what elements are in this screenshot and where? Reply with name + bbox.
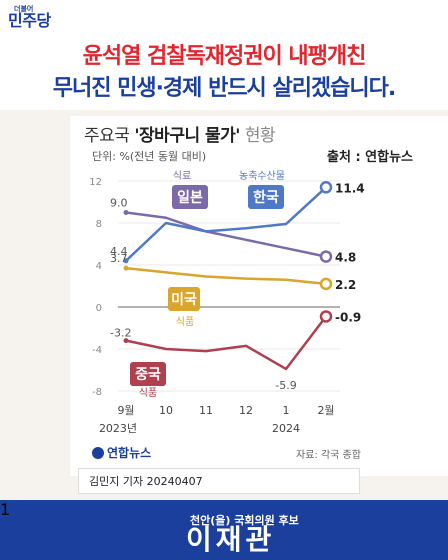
year-label: 2024 [272,422,300,435]
x-tick-label: 12 [239,404,253,417]
data-label: 4.4 [110,245,128,258]
legend-series-name: 일본 [177,190,203,206]
headline-line-1: 윤석열 검찰독재정권이 내팽개친 [82,44,367,69]
data-point [319,277,333,291]
y-tick-label: -4 [92,345,102,356]
data-label: 9.0 [110,197,128,210]
chart-title-prefix: 주요국 [84,126,135,146]
data-label: 4.8 [335,251,356,265]
candidate-district: 천안(을) 국회의원 후보 [190,514,299,527]
series-line [125,186,327,262]
series-line [125,315,327,371]
chart-title-main: '장바구니 물가' [134,126,240,146]
data-point [123,210,129,215]
headline-line-2: 무너진 민생·경제 반드시 살리겠습니다. [52,76,397,101]
y-tick-label: 4 [96,261,102,272]
legend-series-name: 미국 [171,292,197,308]
legend-sub-label: 식품 [139,387,157,399]
legend-badge [172,185,208,209]
y-tick-label: 8 [96,219,102,230]
candidate-footer [0,500,448,560]
data-label: -0.9 [335,310,361,324]
data-point [123,265,129,271]
y-tick-label: 12 [89,177,102,188]
legend-series-name: 중국 [135,367,161,383]
x-tick-label: 10 [159,404,173,417]
data-source-note: 자료: 각국 종합 [296,450,361,461]
data-label: 2.2 [335,278,356,292]
legend-sub-label: 농축수산물 [239,170,285,182]
x-tick-label: 2월 [317,404,334,417]
chart-unit: 단위: %(전년 동월 대비) [92,150,207,163]
legend-series-name: 한국 [253,190,279,206]
data-point [319,310,333,323]
yonhap-logo-icon [92,447,104,459]
data-label: -5.9 [275,379,296,392]
series-line [125,211,327,258]
x-tick-label: 11 [199,404,213,417]
top-banner [0,0,448,110]
yonhap-logo: 연합뉴스 [92,444,151,461]
data-point [123,338,129,344]
legend-badge [168,287,200,311]
series-line [125,266,327,286]
legend-badge [130,362,166,386]
x-tick-label: 1 [283,404,290,417]
party-logo: 더불어 민주당 [8,6,51,29]
candidate-number: 1 [0,500,11,519]
chart-title: 주요국 '장바구니 물가' 현황 [84,121,276,146]
logo-main-text: 민주당 [8,11,51,30]
data-label: 11.4 [335,181,365,195]
y-tick-label: 0 [96,303,102,314]
y-tick-label: -8 [92,387,102,398]
logo-small-text: 더불어 [14,5,34,13]
yonhap-logo-text: 연합뉴스 [107,446,152,460]
byline: 김민지 기자 20240407 [78,468,360,494]
data-point [123,258,129,264]
year-label: 2023년 [99,422,137,435]
legend-badge [248,185,284,209]
candidate-name: 이재관 [186,523,276,556]
chart-card [70,116,448,476]
data-point [319,181,333,194]
data-label: 3.7 [110,252,128,265]
legend-sub-label: 식료 [173,170,191,182]
legend-sub-label: 식품 [176,316,194,328]
data-label: -3.2 [110,327,131,340]
data-point [319,250,333,263]
chart-source: 출처 : 연합뉴스 [327,150,414,165]
chart-title-suffix: 현황 [240,126,276,146]
x-tick-label: 9월 [117,404,134,417]
